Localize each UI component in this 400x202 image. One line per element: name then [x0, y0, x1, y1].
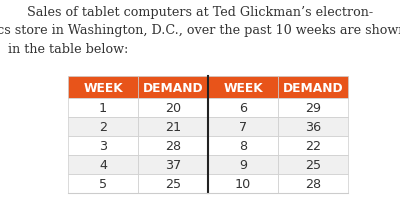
Text: WEEK: WEEK	[83, 81, 123, 94]
Text: DEMAND: DEMAND	[143, 81, 203, 94]
Text: 3: 3	[99, 139, 107, 153]
Text: 1: 1	[99, 102, 107, 115]
Text: 29: 29	[305, 102, 321, 115]
Text: 5: 5	[99, 177, 107, 190]
Text: 37: 37	[165, 158, 181, 171]
Text: 8: 8	[239, 139, 247, 153]
Text: 28: 28	[165, 139, 181, 153]
Text: 9: 9	[239, 158, 247, 171]
Text: 25: 25	[165, 177, 181, 190]
Text: Sales of tablet computers at Ted Glickman’s electron-: Sales of tablet computers at Ted Glickma…	[27, 6, 373, 19]
Text: 21: 21	[165, 121, 181, 134]
Text: 25: 25	[305, 158, 321, 171]
Text: 4: 4	[99, 158, 107, 171]
Text: 10: 10	[235, 177, 251, 190]
Text: 36: 36	[305, 121, 321, 134]
Text: 2: 2	[99, 121, 107, 134]
Text: 28: 28	[305, 177, 321, 190]
Text: 6: 6	[239, 102, 247, 115]
Text: WEEK: WEEK	[223, 81, 263, 94]
Text: 20: 20	[165, 102, 181, 115]
Text: ics store in Washington, D.C., over the past 10 weeks are shown: ics store in Washington, D.C., over the …	[0, 24, 400, 37]
Text: 22: 22	[305, 139, 321, 153]
Text: 7: 7	[239, 121, 247, 134]
Text: DEMAND: DEMAND	[283, 81, 343, 94]
Text: in the table below:: in the table below:	[8, 42, 128, 55]
